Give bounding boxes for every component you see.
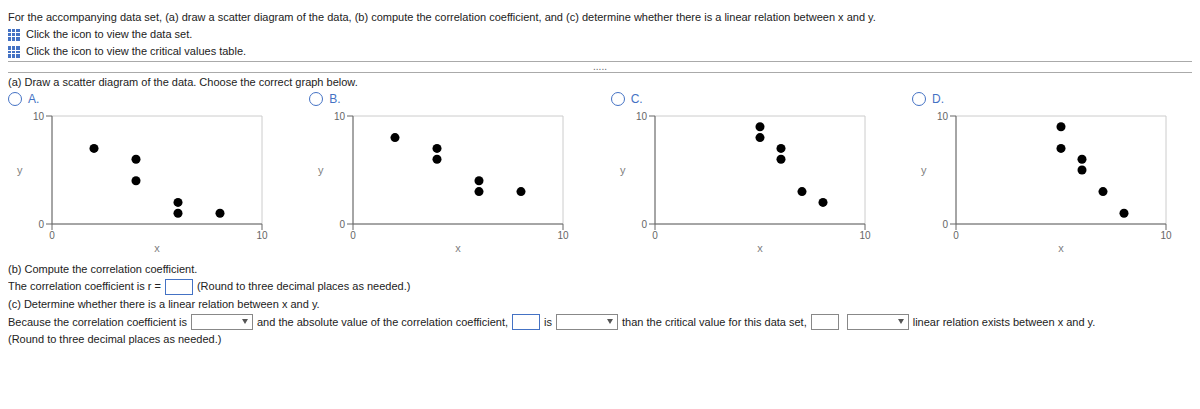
- svg-text:y: y: [318, 164, 324, 176]
- html-text:Because the correlation coeffi: Because the correlation coefficient is: [8, 315, 187, 328]
- svg-text:x: x: [1058, 242, 1064, 254]
- html-text:Click the icon to view the cri: Click the icon to view the critical valu…: [26, 45, 247, 57]
- html-text:(Round to three decimal places: (Round to three decimal places as needed…: [8, 333, 222, 346]
- svg-text:x: x: [456, 242, 462, 254]
- svg-text:0: 0: [641, 219, 647, 230]
- svg-text:10: 10: [256, 230, 268, 241]
- html-text:Click the icon to view the dat: Click the icon to view the data set.: [26, 28, 193, 40]
- svg-text:0: 0: [942, 219, 948, 230]
- svg-text:x: x: [154, 242, 160, 254]
- html-text:is: is: [544, 315, 553, 328]
- svg-text:10: 10: [937, 111, 949, 122]
- html-text:For the accompanying data set,: For the accompanying data set, (a) draw …: [8, 11, 876, 23]
- svg-text:10: 10: [33, 111, 45, 122]
- svg-text:10: 10: [859, 230, 871, 241]
- html-text:than the critical value for th: than the critical value for this data se…: [622, 315, 807, 328]
- html-text:B.: B.: [329, 92, 341, 106]
- html-text:and the absolute value of the: and the absolute value of the correlatio…: [257, 315, 509, 328]
- svg-text:0: 0: [340, 219, 346, 230]
- html-text:A.: A.: [28, 92, 40, 106]
- svg-text:x: x: [757, 242, 763, 254]
- html-text:D.: D.: [932, 92, 944, 106]
- svg-text:y: y: [620, 164, 626, 176]
- html-text:(b) Compute the correlation co: (b) Compute the correlation coefficient.: [8, 263, 198, 275]
- svg-text:0: 0: [49, 230, 55, 241]
- html-text:(Round to three decimal places: (Round to three decimal places as needed…: [197, 280, 411, 292]
- html-text:(a) Draw a scatter diagram of: (a) Draw a scatter diagram of the data. …: [8, 76, 358, 88]
- svg-text:10: 10: [1160, 230, 1172, 241]
- html-text:The correlation coefficient is: The correlation coefficient is r =: [8, 280, 161, 292]
- svg-text:y: y: [17, 164, 23, 176]
- svg-text:0: 0: [953, 230, 959, 241]
- svg-text:10: 10: [558, 230, 570, 241]
- svg-text:10: 10: [636, 111, 648, 122]
- svg-text:10: 10: [334, 111, 346, 122]
- html-text:(c) Determine whether there is: (c) Determine whether there is a linear …: [8, 298, 320, 311]
- html-text:C.: C.: [630, 92, 643, 106]
- svg-text:0: 0: [652, 230, 658, 241]
- svg-text:0: 0: [351, 230, 357, 241]
- svg-text:0: 0: [38, 219, 44, 230]
- html-text:linear relation exists between: linear relation exists between x and y.: [912, 315, 1096, 328]
- svg-text:y: y: [921, 164, 927, 176]
